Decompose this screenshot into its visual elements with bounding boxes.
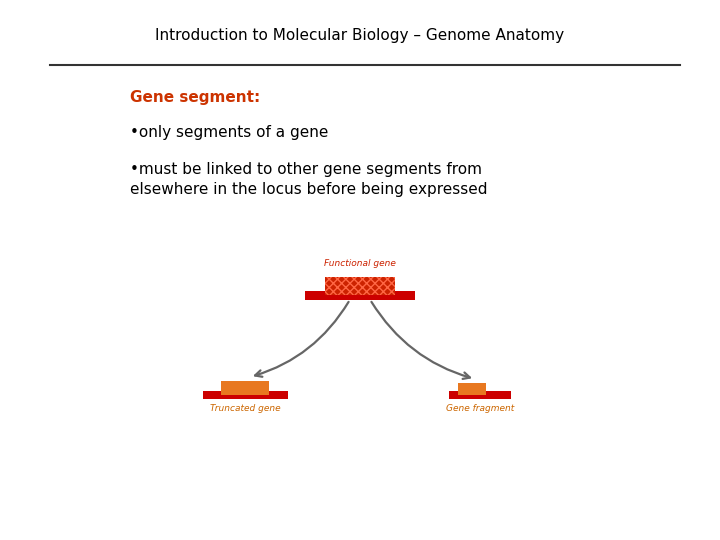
Text: Functional gene: Functional gene [324,260,396,268]
Text: •only segments of a gene: •only segments of a gene [130,125,328,140]
Text: •must be linked to other gene segments from
elsewhere in the locus before being : •must be linked to other gene segments f… [130,162,487,197]
Text: Gene fragment: Gene fragment [446,404,514,413]
Text: Introduction to Molecular Biology – Genome Anatomy: Introduction to Molecular Biology – Geno… [156,28,564,43]
Bar [458,383,486,395]
Bar [449,391,511,399]
Bar [305,291,415,300]
FancyArrowPatch shape [372,302,470,379]
Text: Gene segment:: Gene segment: [130,90,260,105]
Bar [325,277,395,295]
Bar [202,391,287,399]
Text: Truncated gene: Truncated gene [210,404,280,413]
Bar [221,381,269,395]
FancyArrowPatch shape [255,302,348,377]
